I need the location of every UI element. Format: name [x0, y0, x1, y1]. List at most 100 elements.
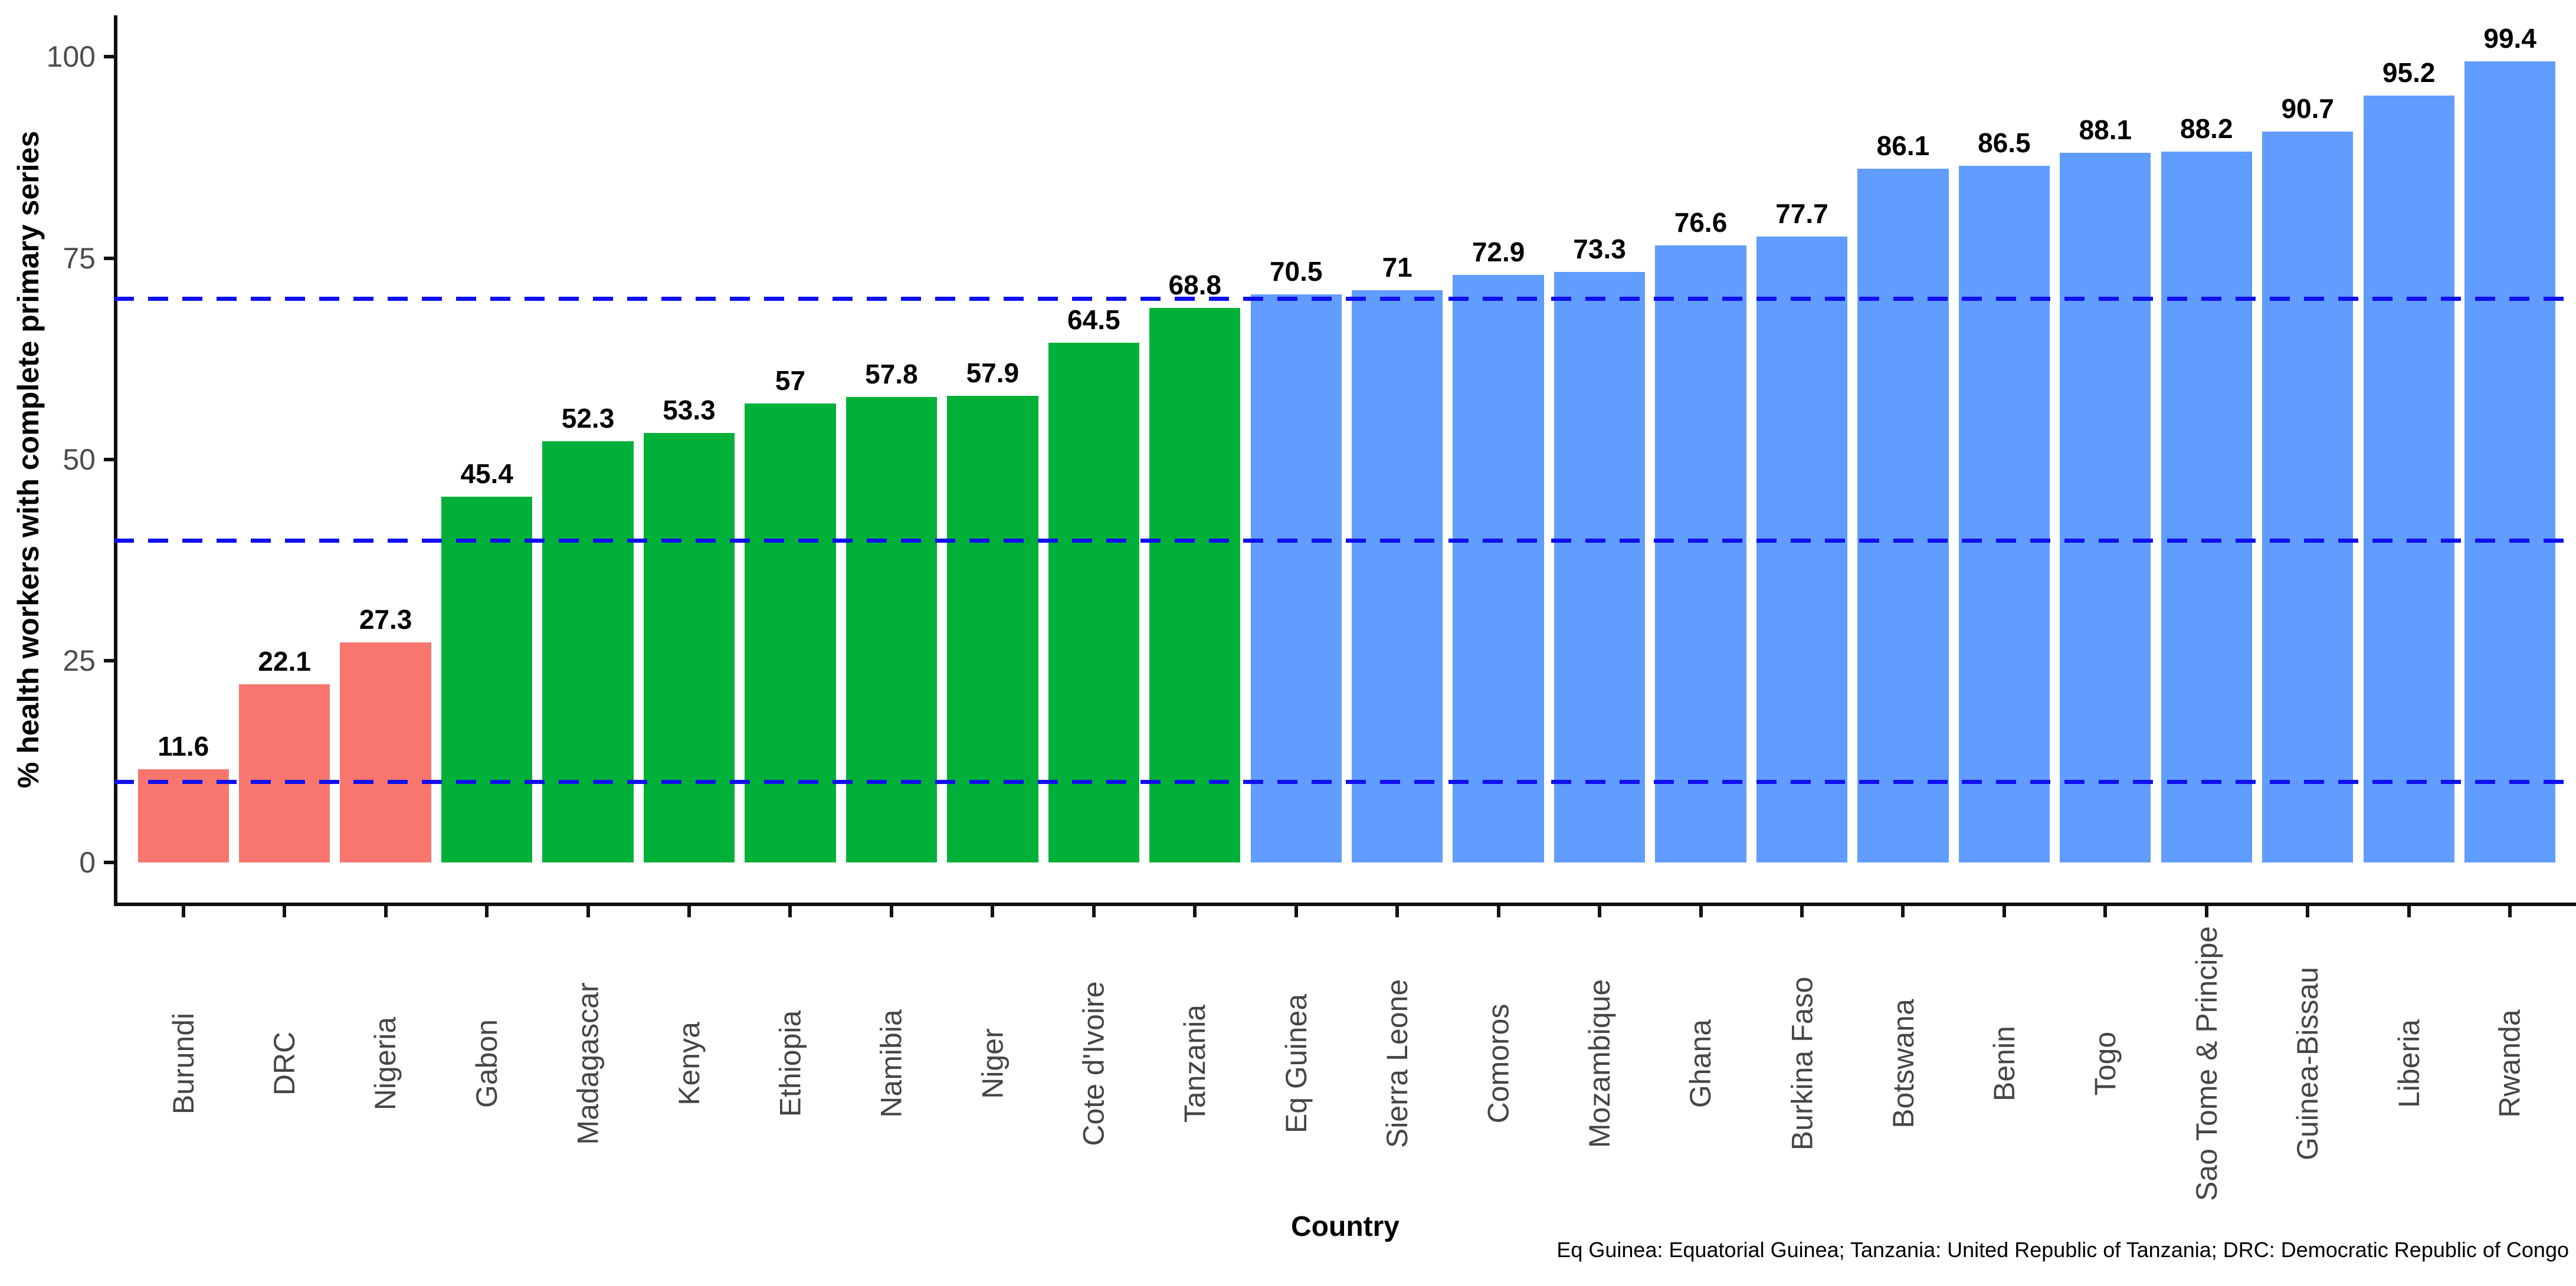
x-label-slot-namibia: Namibia: [841, 913, 942, 1214]
x-label-nigeria: Nigeria: [369, 1016, 402, 1111]
x-label-mozambique: Mozambique: [1583, 979, 1617, 1149]
bar-ghana: [1655, 245, 1746, 862]
bar-value-label-burkina-faso: 77.7: [1775, 198, 1828, 229]
bar-value-label-guinea-bissau: 90.7: [2281, 93, 2334, 124]
bar-value-label-burundi: 11.6: [158, 730, 209, 762]
bar-value-label-niger: 57.9: [966, 357, 1020, 389]
bar-slot-gabon: 45.4: [436, 17, 537, 862]
x-tick-liberia: [2407, 906, 2411, 917]
x-label-liberia: Liberia: [2392, 1019, 2426, 1108]
x-tick-slot-ethiopia: [740, 906, 841, 918]
bar-tanzania: [1149, 308, 1241, 862]
plot-panel: 11.6 22.1 27.3 45.4 52.3 53.3 57 57.8 57.9 64.5 68…: [117, 17, 2576, 862]
bar-togo: [2060, 152, 2151, 862]
bar-liberia: [2363, 95, 2454, 862]
x-tick-slot-benin: [1954, 906, 2054, 918]
x-label-slot-nigeria: Nigeria: [335, 913, 436, 1214]
bar-cote-d-ivoire: [1048, 343, 1139, 862]
bar-value-label-tanzania: 68.8: [1168, 270, 1222, 301]
x-tick-slot-kenya: [638, 906, 739, 918]
bar-value-label-rwanda: 99.4: [2483, 23, 2536, 54]
bar-gabon: [441, 496, 533, 862]
bar-slot-mozambique: 73.3: [1549, 17, 1650, 862]
x-axis-ticks: [117, 906, 2576, 918]
bar-slot-ethiopia: 57: [740, 17, 841, 862]
x-tick-botswana: [1901, 906, 1905, 917]
bar-rwanda: [2464, 61, 2556, 862]
x-tick-slot-togo: [2055, 906, 2156, 918]
bar-value-label-mozambique: 73.3: [1573, 233, 1626, 264]
x-label-drc: DRC: [268, 1031, 301, 1096]
x-tick-cote-d-ivoire: [1092, 906, 1096, 917]
x-tick-togo: [2103, 906, 2108, 917]
bar-value-label-botswana: 86.1: [1876, 130, 1930, 162]
x-label-slot-comoros: Comoros: [1448, 913, 1549, 1214]
y-tick-label-0: 0: [79, 845, 96, 879]
x-tick-slot-comoros: [1448, 906, 1549, 918]
x-tick-guinea-bissau: [2306, 906, 2310, 917]
bar-sierra-leone: [1352, 290, 1443, 862]
x-label-togo: Togo: [2089, 1031, 2122, 1096]
bar-slot-benin: 86.5: [1954, 17, 2054, 862]
bar-madagascar: [542, 441, 634, 862]
x-tick-niger: [991, 906, 995, 917]
bar-slot-eq-guinea: 70.5: [1246, 17, 1346, 862]
x-label-slot-burkina-faso: Burkina Faso: [1751, 913, 1852, 1214]
x-tick-ghana: [1699, 906, 1703, 917]
bar-value-label-togo: 88.1: [2079, 114, 2132, 145]
y-tick-100: [104, 55, 114, 59]
x-label-slot-madagascar: Madagascar: [538, 913, 638, 1214]
x-tick-ethiopia: [788, 906, 792, 917]
bar-burundi: [137, 769, 229, 862]
bar-value-label-nigeria: 27.3: [359, 604, 412, 635]
bar-burkina-faso: [1756, 236, 1848, 862]
x-tick-slot-burkina-faso: [1751, 906, 1852, 918]
bar-slot-sierra-leone: 71: [1346, 17, 1447, 862]
bar-value-label-ethiopia: 57: [775, 365, 806, 396]
bar-slot-burkina-faso: 77.7: [1751, 17, 1852, 862]
x-tick-benin: [2002, 906, 2006, 917]
bar-slot-nigeria: 27.3: [335, 17, 436, 862]
x-label-comoros: Comoros: [1482, 1003, 1515, 1124]
x-tick-slot-burundi: [133, 906, 234, 918]
x-tick-slot-sierra-leone: [1346, 906, 1447, 918]
bar-slot-rwanda: 99.4: [2459, 17, 2560, 862]
x-tick-mozambique: [1598, 906, 1602, 917]
x-axis-line: [114, 903, 2576, 906]
reference-line-10: [114, 780, 2576, 785]
bar-value-label-madagascar: 52.3: [561, 402, 615, 434]
bar-slot-liberia: 95.2: [2358, 17, 2459, 862]
x-label-tanzania: Tanzania: [1178, 1004, 1212, 1123]
bar-slot-comoros: 72.9: [1448, 17, 1549, 862]
bar-mozambique: [1554, 271, 1646, 862]
y-tick-50: [104, 458, 114, 461]
x-label-slot-cote-d-ivoire: Cote d'Ivoire: [1043, 913, 1144, 1214]
bar-benin: [1958, 165, 2050, 862]
bar-value-label-ghana: 76.6: [1674, 206, 1728, 238]
x-label-slot-eq-guinea: Eq Guinea: [1246, 913, 1346, 1214]
bar-value-label-benin: 86.5: [1978, 127, 2031, 158]
x-label-botswana: Botswana: [1886, 999, 1920, 1128]
x-tick-namibia: [889, 906, 893, 917]
x-tick-rwanda: [2508, 906, 2512, 917]
x-tick-comoros: [1496, 906, 1500, 917]
x-label-slot-ghana: Ghana: [1650, 913, 1751, 1214]
x-tick-slot-tanzania: [1145, 906, 1246, 918]
bar-value-label-cote-d-ivoire: 64.5: [1067, 304, 1120, 336]
x-label-sao-tome-principe: Sao Tome & Principe: [2190, 926, 2223, 1201]
x-tick-madagascar: [586, 906, 590, 917]
bar-slot-cote-d-ivoire: 64.5: [1043, 17, 1144, 862]
x-label-slot-sao-tome-principe: Sao Tome & Principe: [2156, 913, 2257, 1214]
bar-niger: [947, 396, 1038, 862]
x-label-slot-sierra-leone: Sierra Leone: [1346, 913, 1447, 1214]
bar-slot-botswana: 86.1: [1853, 17, 1954, 862]
bar-value-label-drc: 22.1: [258, 646, 311, 677]
x-label-slot-togo: Togo: [2055, 913, 2156, 1214]
x-label-slot-rwanda: Rwanda: [2459, 913, 2560, 1214]
x-label-slot-gabon: Gabon: [436, 913, 537, 1214]
y-tick-75: [104, 256, 114, 260]
bar-value-label-liberia: 95.2: [2382, 57, 2436, 88]
x-tick-slot-nigeria: [335, 906, 436, 918]
bar-slot-drc: 22.1: [234, 17, 335, 862]
